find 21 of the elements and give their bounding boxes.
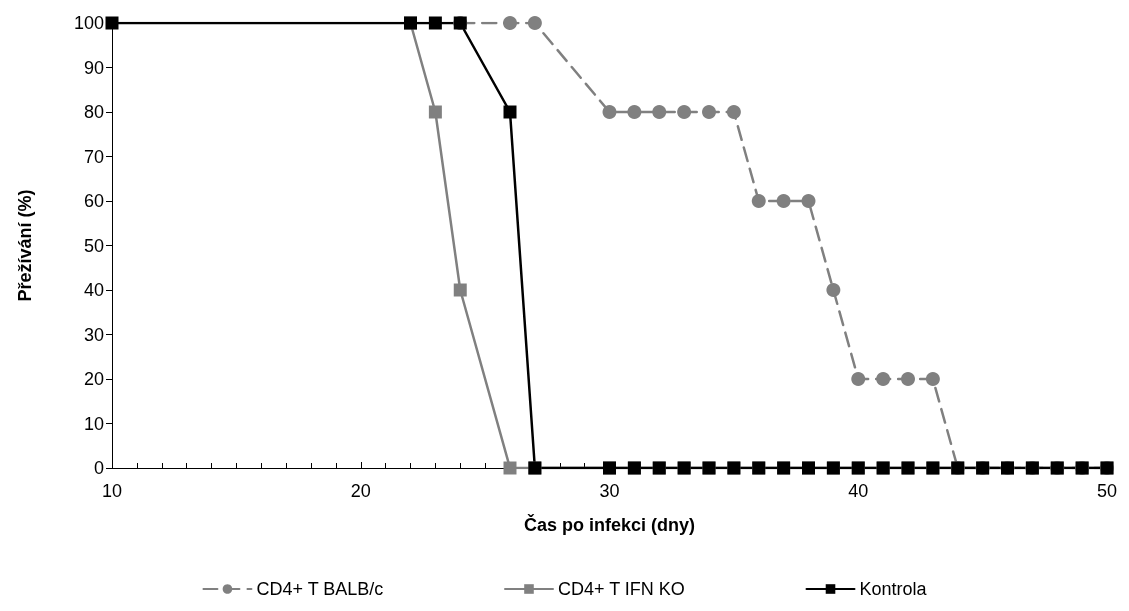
x-tick-label: 30 <box>599 481 620 501</box>
x-tick-label: 10 <box>101 481 123 501</box>
y-tick-label: 30 <box>83 324 104 345</box>
x-tick-label: 50 <box>1096 481 1118 501</box>
y-tick-label: 80 <box>83 102 104 122</box>
y-tick-label: 0 <box>93 458 104 478</box>
legend-label: Kontrola <box>859 579 928 599</box>
y-tick-label: 60 <box>83 191 104 211</box>
y-tick-label: 20 <box>83 369 104 389</box>
x-tick-label: 40 <box>848 481 869 501</box>
x-axis-title: Čas po infekci (dny) <box>523 514 696 535</box>
y-tick-label: 40 <box>83 280 104 300</box>
x-tick-label: 20 <box>350 481 371 501</box>
y-tick-label: 50 <box>83 235 104 256</box>
y-tick-label: 70 <box>83 146 104 167</box>
y-tick-label: 90 <box>83 57 104 78</box>
y-tick-label: 10 <box>83 413 104 434</box>
legend-label: CD4+ T BALB/c <box>256 579 384 599</box>
y-tick-label: 100 <box>73 13 104 33</box>
y-axis-title: Přežívání (%) <box>15 189 35 302</box>
legend-label: CD4+ T IFN KO <box>557 579 685 599</box>
